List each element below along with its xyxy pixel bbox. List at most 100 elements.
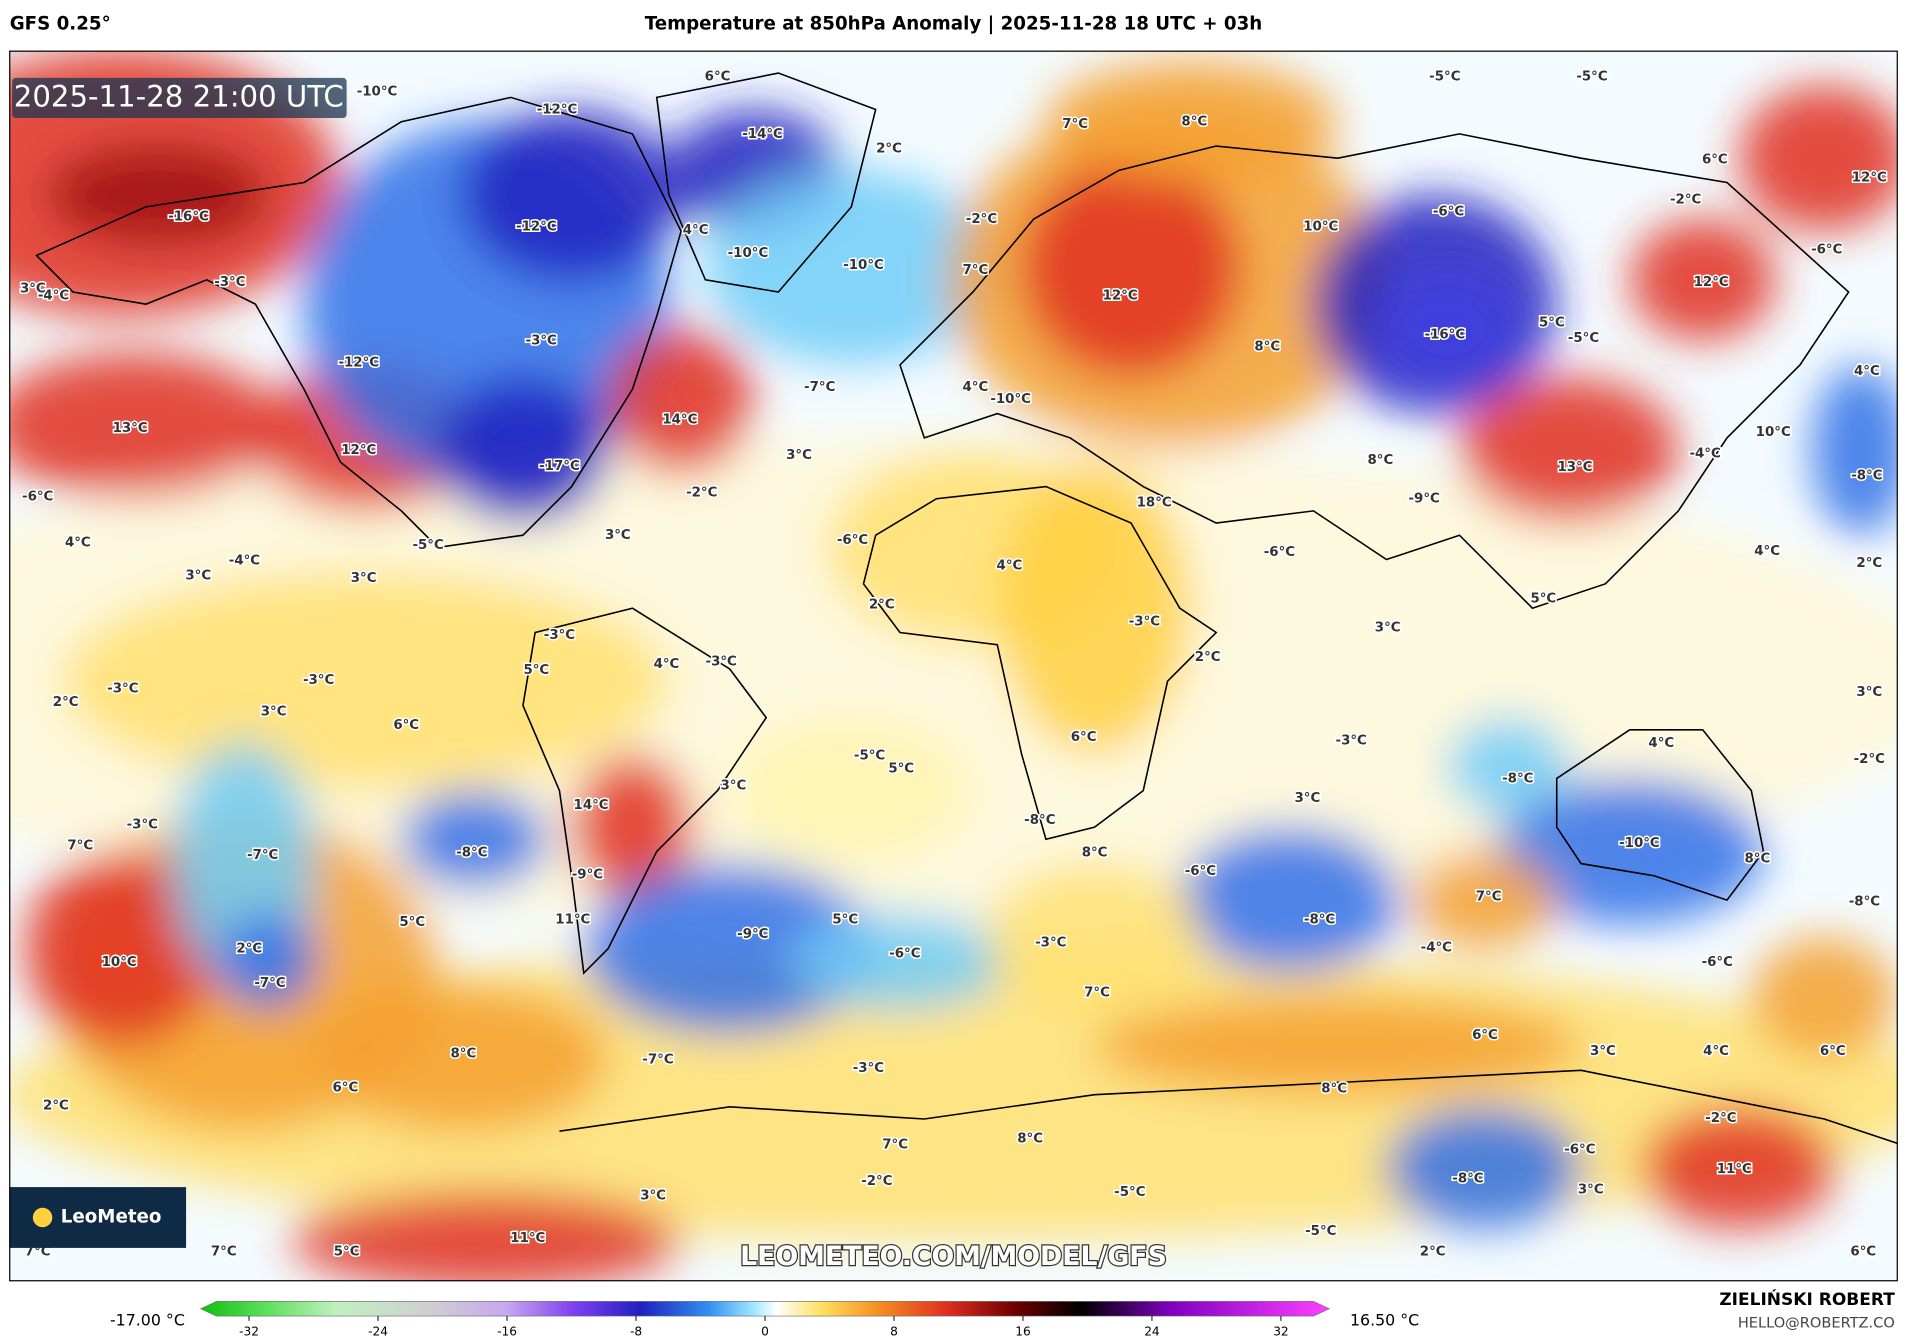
temperature-label: -12°C (537, 103, 578, 118)
temperature-label: 5°C (832, 913, 858, 928)
anomaly-blob (705, 170, 998, 365)
temperature-label: -6°C (1264, 545, 1295, 560)
temperature-label: 5°C (1539, 315, 1565, 330)
temperature-label: 2°C (1195, 650, 1221, 665)
africa (862, 485, 1218, 841)
temperature-label: -3°C (107, 681, 138, 696)
temperature-label: -3°C (1035, 936, 1066, 951)
anomaly-blob (1739, 85, 1898, 232)
anomaly-blob (1641, 1106, 1837, 1229)
temperature-label: 13°C (113, 421, 148, 436)
north-america (35, 96, 682, 549)
temperature-label: -3°C (303, 673, 334, 688)
temperature-label: 12°C (1852, 171, 1887, 186)
temperature-label: -10°C (728, 246, 769, 261)
temperature-label: 8°C (1181, 115, 1207, 130)
temperature-label: -6°C (889, 947, 920, 962)
temperature-label: -2°C (686, 486, 717, 501)
temperature-label: -16°C (168, 210, 209, 225)
temperature-label: -7°C (247, 848, 278, 863)
colorbar-tick-label: 8 (890, 1324, 898, 1338)
temperature-label: 6°C (333, 1080, 359, 1095)
temperature-label: -2°C (1854, 752, 1885, 767)
temperature-label: 4°C (1703, 1044, 1729, 1059)
anomaly-blob (1179, 827, 1399, 974)
temperature-label: 4°C (1648, 736, 1674, 751)
temperature-label: -5°C (1429, 70, 1460, 85)
temperature-label: 6°C (1850, 1245, 1876, 1260)
temperature-label: -5°C (1305, 1224, 1336, 1239)
temperature-label: -8°C (456, 846, 487, 861)
anomaly-blob (790, 912, 1010, 1010)
anomaly-blob (1410, 851, 1557, 949)
temperature-label: -2°C (861, 1174, 892, 1189)
temperature-label: 3°C (1856, 685, 1882, 700)
temperature-label: 6°C (393, 718, 419, 733)
temperature-label: 5°C (399, 915, 425, 930)
temperature-label: 4°C (963, 380, 989, 395)
temperature-label: -14°C (742, 127, 783, 142)
temperature-label: 7°C (963, 263, 989, 278)
temperature-label: -4°C (1421, 941, 1452, 956)
temperature-label: -9°C (572, 868, 603, 883)
temperature-label: 5°C (1530, 591, 1556, 606)
colorbar-tick-label: 16 (1015, 1324, 1030, 1338)
temperature-label: 5°C (334, 1245, 360, 1260)
logo-text: LeoMeteo (61, 1207, 162, 1228)
coastlines (35, 72, 1898, 1145)
map-title: Temperature at 850hPa Anomaly | 2025-11-… (645, 13, 1263, 34)
temperature-label: 2°C (1420, 1245, 1446, 1260)
temperature-label: 3°C (351, 571, 377, 586)
greenland (655, 72, 877, 293)
temperature-label: -8°C (1849, 894, 1880, 909)
temperature-label: -16°C (1425, 328, 1466, 343)
anomaly-blob (1374, 267, 1521, 390)
temperature-label: 13°C (1557, 460, 1592, 475)
colorbar-max: 16.50 °C (1350, 1310, 1419, 1329)
temperature-label: 3°C (1295, 791, 1321, 806)
temperature-label: 7°C (1084, 986, 1110, 1001)
temperature-label: 5°C (888, 762, 914, 777)
anomaly-blob (1629, 219, 1776, 341)
temperature-label: -2°C (966, 212, 997, 227)
anomaly-blob (571, 754, 694, 901)
temperature-label: 2°C (43, 1099, 69, 1114)
temperature-label: -5°C (854, 748, 885, 763)
temperature-label: -10°C (843, 258, 884, 273)
colorbar-tick-label: 32 (1273, 1324, 1288, 1338)
anomaly-blob (608, 328, 755, 475)
temperature-label: -7°C (642, 1052, 673, 1067)
temperature-label: -4°C (229, 554, 260, 569)
colorbar-tick-label: 0 (761, 1324, 769, 1338)
anomaly-blob (60, 571, 669, 791)
anomaly-blob (437, 377, 609, 524)
temperature-label: -8°C (1024, 813, 1055, 828)
australia (1555, 729, 1765, 902)
timestamp: 2025-11-28 21:00 UTC (14, 80, 344, 114)
temperature-label: 2°C (53, 695, 79, 710)
temperature-label: -10°C (990, 392, 1031, 407)
temperature-label: -7°C (254, 976, 285, 991)
anomaly-blob (1459, 377, 1679, 524)
temperature-label: 4°C (1754, 544, 1780, 559)
temperature-label: -9°C (1409, 492, 1440, 507)
temperature-label: 2°C (236, 942, 262, 957)
temperature-label: -3°C (127, 818, 158, 833)
temperature-label: 3°C (185, 568, 211, 583)
temperature-label: 3°C (640, 1189, 666, 1204)
anomaly-blob (1812, 364, 1898, 536)
temperature-label: 8°C (1367, 453, 1393, 468)
temperature-label: 4°C (1854, 364, 1880, 379)
temperature-label: 8°C (1745, 852, 1771, 867)
temperature-label: -6°C (1564, 1142, 1595, 1157)
anomaly-blob (583, 863, 876, 1034)
temperature-label: 12°C (341, 443, 376, 458)
temperature-label: -6°C (837, 533, 868, 548)
anomaly-blob (1751, 936, 1898, 1059)
anomaly-blob (997, 462, 1192, 755)
temperature-label: 11°C (510, 1231, 545, 1246)
temperature-label: 2°C (869, 598, 895, 613)
temperature-label: 2°C (876, 141, 902, 156)
temperature-label: -6°C (22, 489, 53, 504)
